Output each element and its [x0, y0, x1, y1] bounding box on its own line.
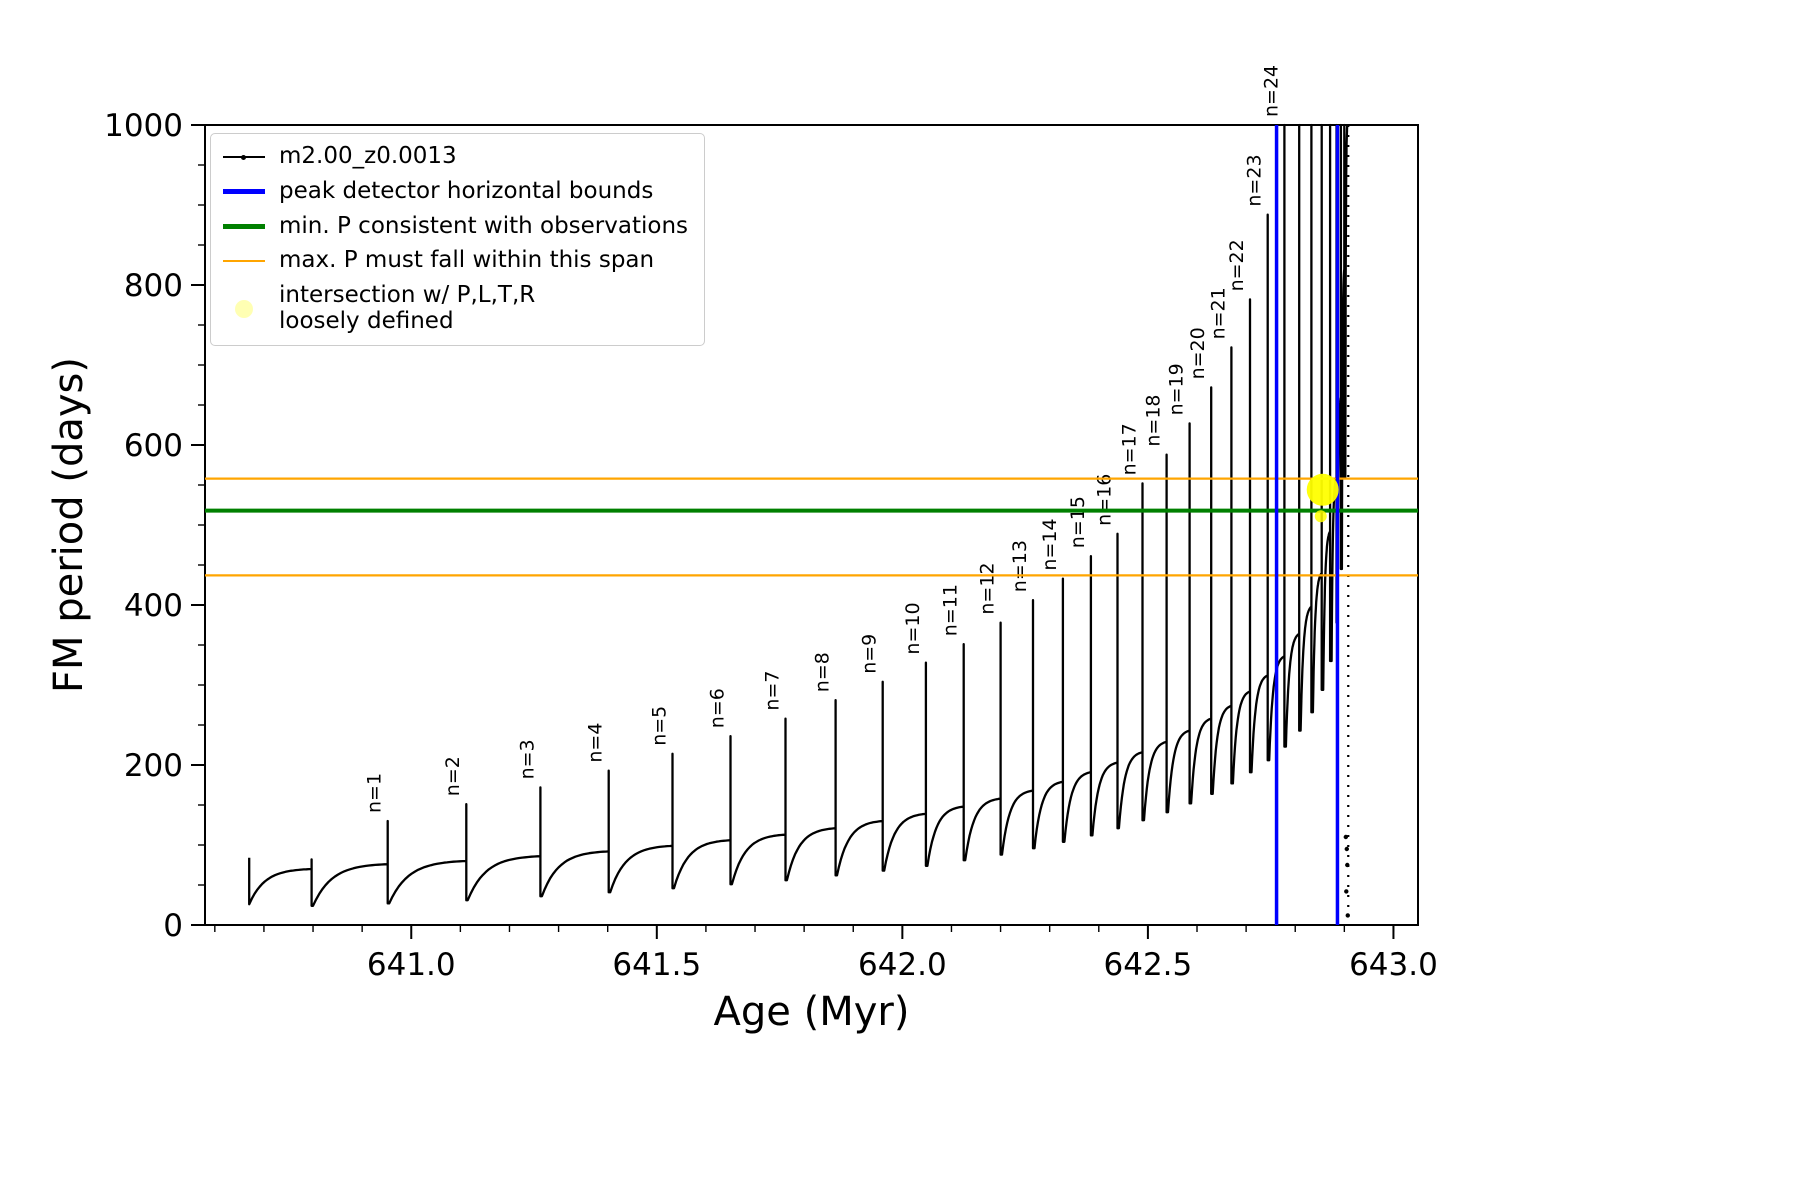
peak-label-n14: n=14: [1039, 518, 1061, 570]
peak-label-n17: n=17: [1118, 423, 1140, 475]
peak-label-n7: n=7: [761, 671, 783, 711]
legend-swatch-line-thick-icon: [223, 223, 265, 229]
peak-label-n15: n=15: [1067, 496, 1089, 548]
series-end-dot: [1344, 889, 1349, 894]
x-tick-label: 641.5: [612, 947, 701, 983]
y-tick-label: 0: [163, 908, 183, 944]
legend-marker-dot-icon: [241, 154, 246, 160]
peak-label-n10: n=10: [902, 602, 924, 654]
legend-swatch-line-icon: [223, 260, 265, 263]
legend-item-3: max. P must fall within this span: [223, 247, 688, 274]
legend-label: m2.00_z0.0013: [279, 143, 457, 169]
legend-swatch-line-dot-icon: [223, 154, 265, 160]
legend-swatch-dot-icon: [223, 299, 265, 318]
legend-swatch-line-thick-icon: [223, 189, 265, 195]
peak-label-n16: n=16: [1093, 474, 1115, 526]
peak-label-n4: n=4: [585, 723, 607, 763]
series-end-dot: [1345, 913, 1350, 918]
peak-label-n23: n=23: [1244, 154, 1266, 206]
y-tick-label: 800: [124, 268, 183, 304]
legend-label: min. P consistent with observations: [279, 212, 689, 239]
legend-label: intersection w/ P,L,T,R loosely defined: [279, 282, 536, 334]
legend-label: max. P must fall within this span: [279, 247, 655, 274]
peak-label-n1: n=1: [364, 773, 386, 813]
peak-label-n20: n=20: [1187, 327, 1209, 379]
series-end-dot: [1343, 834, 1349, 840]
legend-item-1: peak detector horizontal bounds: [223, 177, 688, 205]
x-tick-label: 643.0: [1349, 947, 1438, 983]
x-axis-label: Age (Myr): [714, 989, 910, 1035]
peak-label-n2: n=2: [442, 756, 464, 796]
y-tick-label: 200: [124, 748, 183, 784]
peak-label-n18: n=18: [1143, 394, 1165, 446]
x-tick-label: 642.0: [858, 947, 947, 983]
legend-item-4: intersection w/ P,L,T,R loosely defined: [223, 282, 688, 335]
y-tick-label: 1000: [104, 108, 183, 144]
peak-label-n19: n=19: [1166, 363, 1188, 415]
y-tick-label: 400: [124, 588, 183, 624]
peak-label-n21: n=21: [1207, 287, 1229, 339]
x-tick-label: 641.0: [367, 947, 456, 983]
x-tick-label: 642.5: [1104, 947, 1193, 983]
peak-label-n12: n=12: [977, 562, 999, 614]
legend-item-2: min. P consistent with observations: [223, 212, 689, 240]
peak-label-n9: n=9: [859, 634, 881, 674]
peak-label-n3: n=3: [516, 739, 538, 779]
legend-item-0: m2.00_z0.0013: [223, 143, 688, 170]
series-path: [248, 123, 1349, 907]
y-axis-label: FM period (days): [46, 357, 92, 693]
series-end-dot: [1345, 862, 1350, 868]
peak-label-n11: n=11: [940, 584, 962, 636]
peak-label-n22: n=22: [1226, 239, 1248, 291]
peak-label-n8: n=8: [812, 652, 834, 692]
intersection-marker: [1306, 473, 1339, 506]
peak-label-n24: n=24: [1260, 65, 1282, 117]
peak-label-n6: n=6: [706, 688, 728, 728]
peak-label-n5: n=5: [649, 706, 671, 746]
legend-label: peak detector horizontal bounds: [279, 177, 654, 204]
intersection-marker: [1314, 510, 1327, 523]
series-end-dot: [1344, 846, 1349, 852]
y-tick-label: 600: [124, 428, 183, 464]
peak-label-n13: n=13: [1009, 540, 1031, 592]
